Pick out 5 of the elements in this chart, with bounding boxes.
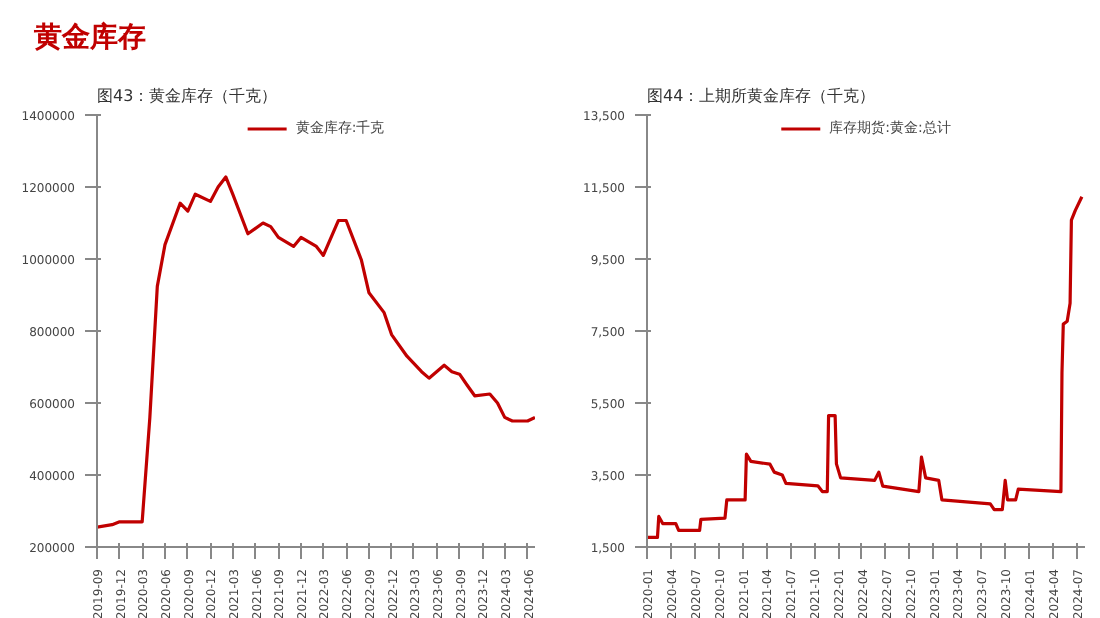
chart-title: 黄金库存 [34,19,146,58]
line-series [647,195,1084,539]
chart-subtitle: 图44：上期所黄金库存（千克） [647,87,876,105]
chart-subtitle: 图43：黄金库存（千克） [97,87,278,105]
line-series [97,175,535,529]
